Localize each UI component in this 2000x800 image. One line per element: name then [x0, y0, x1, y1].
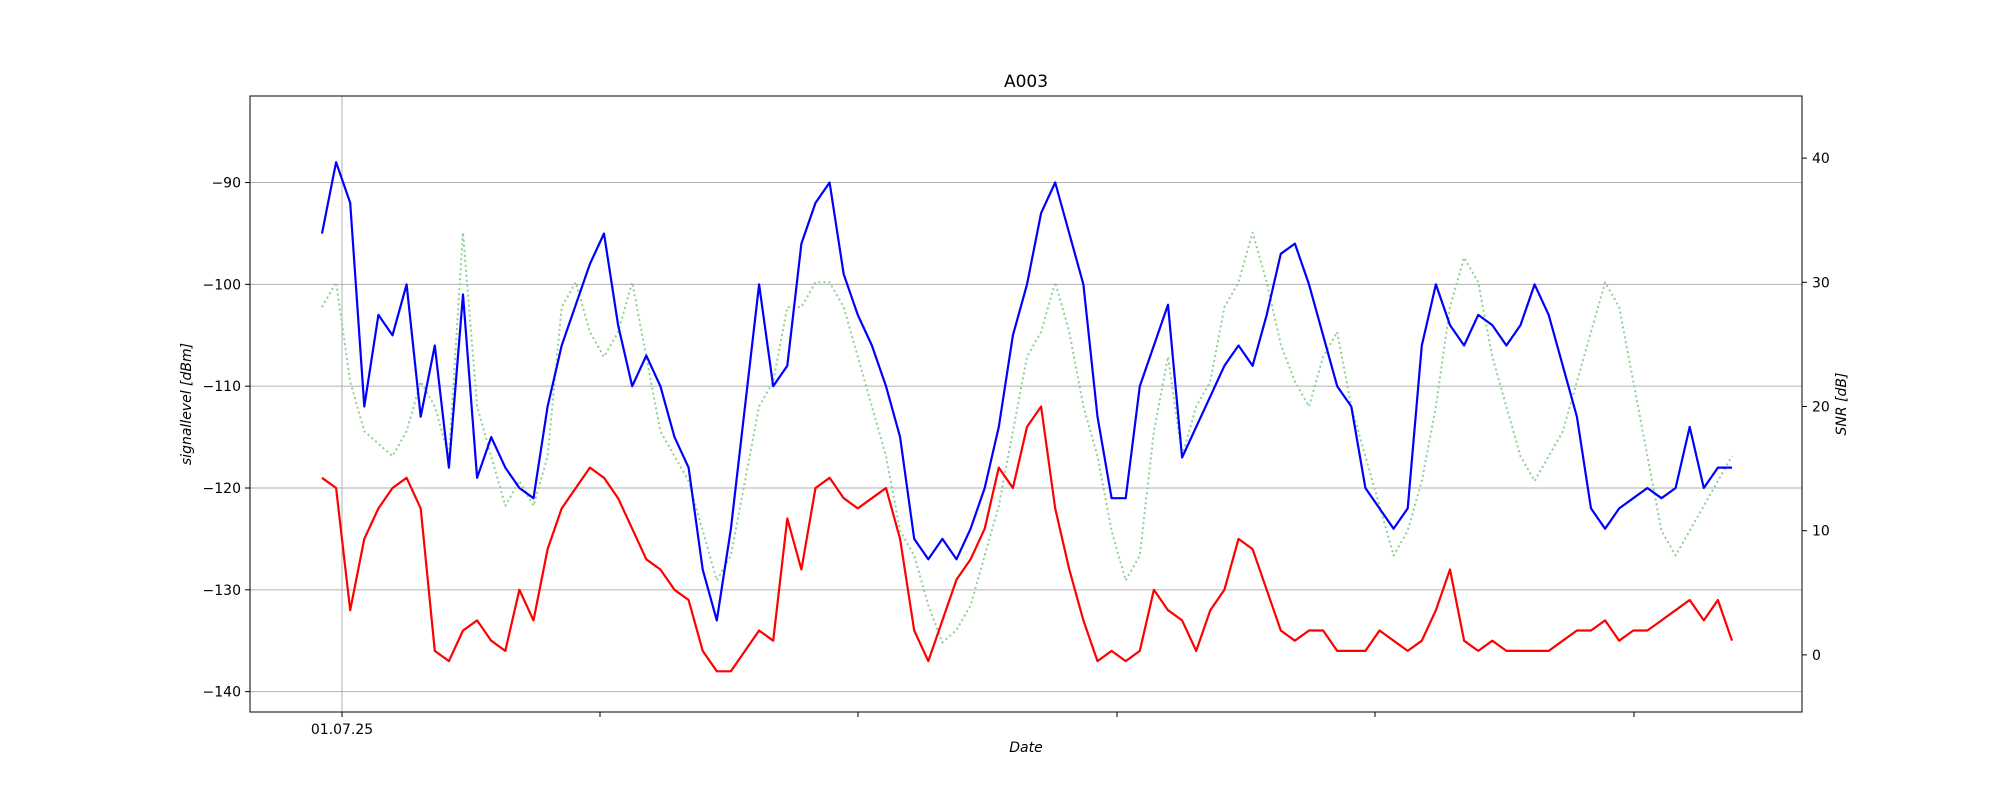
y-axis-label-left: signallevel [dBm]	[179, 343, 195, 465]
y-axis-label-right: SNR [dB]	[1834, 373, 1850, 436]
y-right-tick-label: 30	[1812, 275, 1830, 291]
y-left-tick-label: −100	[203, 277, 241, 293]
y-left-tick-label: −140	[203, 685, 241, 701]
y-left-tick-label: −120	[203, 481, 241, 497]
series-layer	[320, 161, 1734, 673]
y-right-tick-label: 0	[1812, 648, 1821, 664]
series-line-1	[321, 405, 1734, 673]
ticks: −90 −100 −110 −120 −130 −140 40 30 20 10 0 01.07.25	[203, 151, 1830, 738]
plot-frame	[249, 95, 1803, 713]
x-tick-label: 01.07.25	[311, 722, 373, 738]
y-left-tick-label: −130	[203, 583, 241, 599]
grid	[250, 96, 1802, 712]
y-right-tick-label: 20	[1812, 399, 1830, 415]
y-right-tick-label: 40	[1812, 151, 1830, 167]
series-line-0	[320, 161, 1732, 622]
y-left-tick-label: −90	[211, 176, 241, 192]
x-axis-label: Date	[1009, 740, 1042, 756]
y-left-tick-label: −110	[203, 379, 241, 395]
chart-title: A003	[1004, 72, 1048, 92]
y-right-tick-label: 10	[1812, 524, 1830, 540]
series-line-2	[321, 231, 1733, 644]
